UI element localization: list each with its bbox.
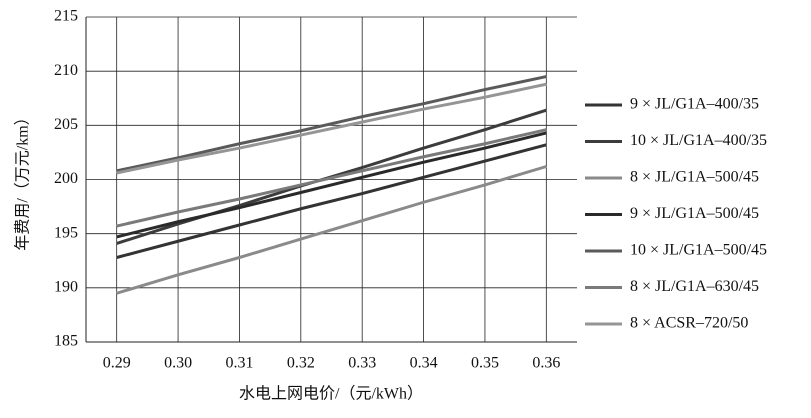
y-tick-label: 185 [54, 333, 78, 350]
series-line [116, 165, 547, 295]
series-line [116, 75, 547, 173]
x-tick-label: 0.29 [103, 355, 131, 372]
legend-label: 10 × JL/G1A–400/35 [630, 132, 767, 149]
legend-label: 9 × JL/G1A–500/45 [630, 205, 759, 222]
y-tick-label: 200 [54, 170, 78, 187]
x-tick-label: 0.35 [471, 355, 499, 372]
series-line [116, 82, 547, 175]
x-tick-label: 0.34 [410, 355, 438, 372]
y-tick-label: 195 [54, 224, 78, 241]
y-tick-label: 215 [54, 8, 78, 25]
legend-label: 9 × JL/G1A–400/35 [630, 96, 759, 113]
x-tick-label: 0.31 [225, 355, 253, 372]
y-tick-label: 210 [54, 62, 78, 79]
legend-label: 8 × ACSR–720/50 [630, 315, 748, 332]
x-tick-label: 0.36 [532, 355, 560, 372]
legend-label: 10 × JL/G1A–500/45 [630, 242, 767, 259]
x-axis-label: 水电上网电价/（元/kWh） [239, 385, 423, 403]
y-tick-label: 205 [54, 116, 78, 133]
series-line [116, 131, 547, 239]
series-line [116, 128, 547, 228]
series-line [116, 143, 547, 259]
y-tick-label: 190 [54, 279, 78, 296]
x-tick-label: 0.33 [348, 355, 376, 372]
x-tick-label: 0.32 [287, 355, 315, 372]
legend-label: 8 × JL/G1A–500/45 [630, 169, 759, 186]
legend-label: 8 × JL/G1A–630/45 [630, 278, 759, 295]
x-tick-label: 0.30 [164, 355, 192, 372]
y-axis-label: 年费用/（万元/km） [14, 109, 32, 250]
